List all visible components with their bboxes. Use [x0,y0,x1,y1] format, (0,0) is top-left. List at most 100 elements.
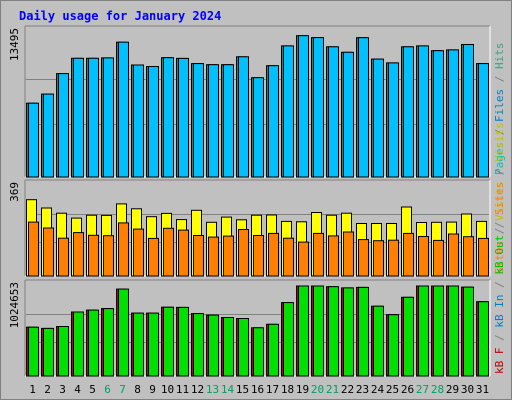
legend-hits-files-pages: Pages / Files / Hits [493,43,506,176]
x-tick-label-day-1: 1 [29,383,36,396]
x-tick-label-day-28: 28 [431,383,444,396]
bar-kb-out-day-12 [193,313,204,377]
x-tick-label-day-6: 6 [104,383,111,396]
bar-kb-out-day-13 [208,314,219,377]
bar-sites-day-4 [73,232,84,277]
legend-entry: / [493,275,506,295]
bar-sites-day-18 [283,237,294,277]
bar-pages-day-26 [403,46,414,178]
x-tick-label-day-2: 2 [44,383,51,396]
legend-entry: kB F [493,348,506,375]
bar-kb-out-day-2 [43,327,54,377]
bar-pages-day-11 [178,57,189,178]
bar-pages-day-31 [478,63,489,178]
bar-kb-out-day-8 [133,312,144,377]
bar-kb-out-day-27 [418,285,429,377]
bar-sites-day-30 [463,236,474,277]
bar-sites-day-7 [118,222,129,277]
x-tick-label-day-14: 14 [221,383,235,396]
bar-sites-day-1 [28,221,39,277]
bar-sites-day-25 [388,239,399,277]
bar-kb-out-day-17 [268,323,279,377]
bar-kb-out-day-3 [58,326,69,377]
bar-kb-out-day-20 [313,285,324,377]
x-tick-label-day-31: 31 [476,383,489,396]
bar-kb-out-day-1 [28,326,39,377]
bar-pages-day-14 [223,64,234,178]
x-tick-label-day-9: 9 [149,383,156,396]
x-tick-label-day-17: 17 [266,383,279,396]
legend-entry: Hits [493,43,506,70]
x-tick-label-day-12: 12 [191,383,204,396]
x-tick-label-day-25: 25 [386,383,399,396]
bar-pages-day-2 [43,93,54,178]
bar-kb-out-day-11 [178,306,189,377]
bar-kb-out-day-15 [238,318,249,377]
legend-entry: / [493,122,506,142]
legend-entry: / [493,221,506,241]
panel-kb-in-out: 1024653 kB F / kB In / kB Out / Sites / V… [8,122,506,377]
bar-pages-day-28 [433,50,444,178]
bar-pages-day-12 [193,63,204,178]
x-tick-label-day-20: 20 [311,383,324,396]
y-axis-max-label: 13495 [8,28,21,61]
bar-kb-out-day-29 [448,285,459,377]
bar-sites-day-11 [178,229,189,277]
x-tick-label-day-10: 10 [161,383,174,396]
bar-pages-day-25 [388,62,399,178]
bar-sites-day-3 [58,237,69,277]
x-tick-label-day-13: 13 [206,383,219,396]
bar-sites-day-24 [373,240,384,277]
y-axis-max-label: 1024653 [8,282,21,328]
bar-kb-out-day-24 [373,305,384,377]
legend-entry: Files [493,89,506,122]
bar-pages-day-22 [343,51,354,178]
x-tick-label-day-19: 19 [296,383,309,396]
bar-pages-day-10 [163,57,174,178]
bar-pages-day-1 [28,102,39,178]
bar-kb-out-day-4 [73,311,84,377]
bar-sites-day-29 [448,233,459,277]
legend-entry: / [493,328,506,348]
panel-visits-sites: 369 Sites / Visits [8,179,506,277]
bar-sites-day-14 [223,235,234,277]
bar-kb-out-day-7 [118,288,129,377]
bar-kb-out-day-23 [358,286,369,377]
x-tick-label-day-16: 16 [251,383,264,396]
bar-pages-day-27 [418,45,429,178]
x-tick-label-day-8: 8 [134,383,141,396]
legend-entry: Pages [493,142,506,175]
legend-visits-sites: Sites / Visits [493,181,506,274]
bar-kb-out-day-30 [463,286,474,377]
bar-sites-day-21 [328,235,339,277]
bar-pages-day-3 [58,73,69,178]
bar-kb-out-day-9 [148,312,159,377]
bar-kb-out-day-26 [403,296,414,377]
x-tick-label-day-5: 5 [89,383,96,396]
bar-kb-out-day-6 [103,308,114,377]
bar-pages-day-9 [148,66,159,178]
legend-kb-in-out: kB F / kB In / kB Out / Sites / Visits [493,122,506,374]
bar-pages-day-21 [328,46,339,178]
x-axis-labels: 1 2 3 4 5 6 7 8 9 10 11 12 13 14 15 16 17 18 19 20 21 22 23 24 2… [29,383,489,396]
bar-kb-out-day-22 [343,287,354,377]
bar-sites-day-27 [418,236,429,277]
x-tick-label-day-15: 15 [236,383,249,396]
bar-pages-day-5 [88,57,99,178]
bar-kb-out-day-28 [433,285,444,377]
bar-pages-day-24 [373,58,384,178]
y-axis-max-label: 369 [8,182,21,202]
bar-pages-day-13 [208,64,219,178]
bar-sites-day-6 [103,235,114,277]
x-tick-label-day-4: 4 [74,383,81,396]
bar-pages-day-15 [238,56,249,178]
bar-sites-day-8 [133,228,144,277]
bar-sites-day-23 [358,239,369,277]
bar-kb-out-day-16 [253,327,264,377]
bar-kb-out-day-10 [163,306,174,377]
panel-hits-files-pages: 13495 Pages / Files / Hits [8,25,506,178]
bar-pages-day-23 [358,37,369,178]
bar-sites-day-5 [88,234,99,277]
bar-pages-day-4 [73,57,84,178]
